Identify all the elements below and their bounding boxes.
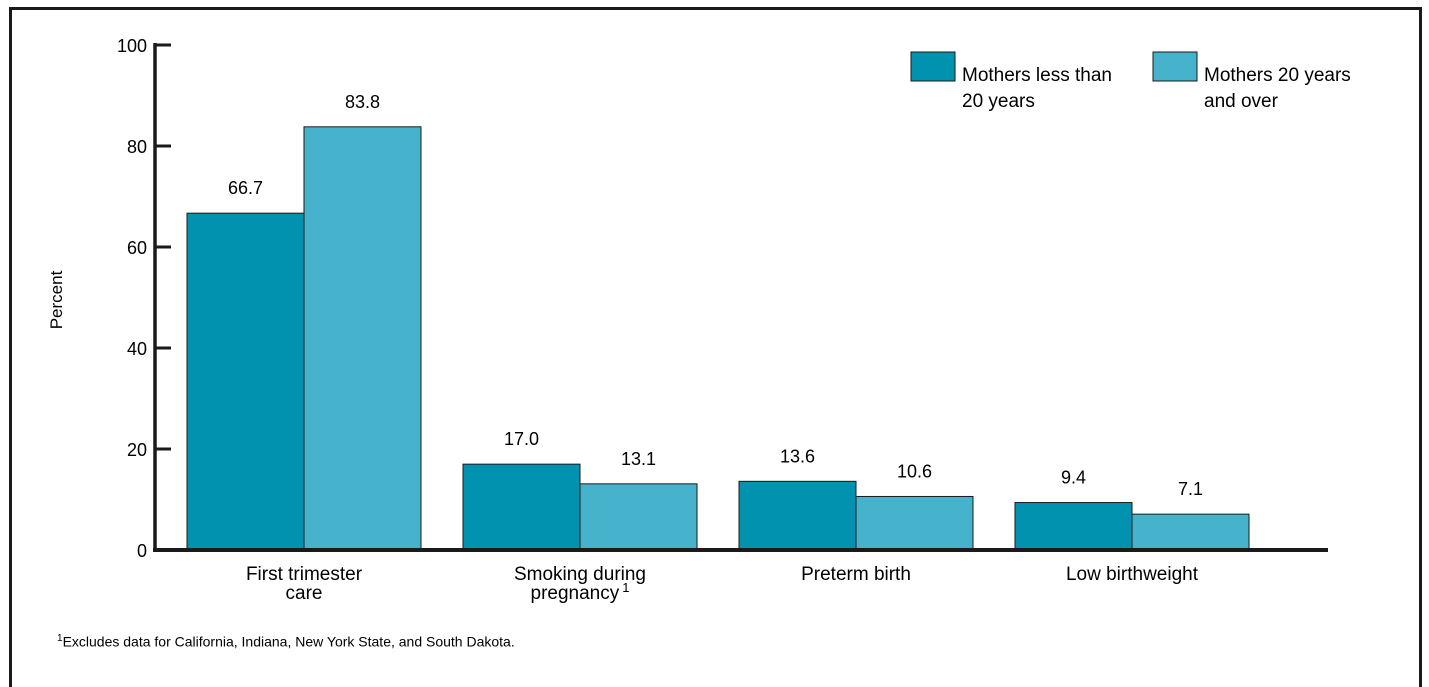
legend-swatch-20-and-over bbox=[1152, 51, 1198, 82]
category-label-1: Smoking during pregnancy 1 bbox=[514, 564, 646, 604]
data-label-under-20-1: 17.0 bbox=[504, 429, 539, 449]
bar-under-20-1 bbox=[462, 463, 581, 551]
bar-under-20-3 bbox=[1014, 502, 1133, 551]
data-label-20-and-over-3: 7.1 bbox=[1178, 479, 1203, 499]
data-label-20-and-over-0: 83.8 bbox=[345, 92, 380, 112]
data-label-20-and-over-1: 13.1 bbox=[621, 449, 656, 469]
data-label-under-20-2: 13.6 bbox=[780, 446, 815, 466]
data-label-under-20-0: 66.7 bbox=[228, 178, 263, 198]
legend-swatch-under-20 bbox=[910, 51, 956, 82]
chart-frame bbox=[9, 7, 1422, 687]
footnote-text: Excludes data for California, Indiana, N… bbox=[62, 633, 515, 650]
data-label-20-and-over-2: 10.6 bbox=[897, 461, 932, 481]
bar-under-20-0 bbox=[186, 212, 305, 551]
bar-20-and-over-3 bbox=[1131, 513, 1250, 551]
category-label-0: First trimester care bbox=[246, 564, 363, 604]
bar-20-and-over-2 bbox=[855, 495, 974, 551]
y-tick-label-60: 60 bbox=[127, 238, 147, 258]
category-label-3: Low birthweight bbox=[1066, 564, 1199, 585]
y-axis-title: Percent bbox=[47, 270, 66, 329]
y-tick-label-100: 100 bbox=[117, 36, 147, 56]
bar-under-20-2 bbox=[738, 480, 857, 551]
category-label-2: Preterm birth bbox=[801, 564, 911, 585]
footnote: 1Excludes data for California, Indiana, … bbox=[57, 633, 515, 650]
data-label-under-20-3: 9.4 bbox=[1061, 468, 1086, 488]
legend-label-under-20: Mothers less than 20 years bbox=[962, 65, 1112, 112]
y-tick-label-0: 0 bbox=[137, 541, 147, 561]
y-tick-label-40: 40 bbox=[127, 339, 147, 359]
bar-20-and-over-0 bbox=[303, 126, 422, 551]
y-tick-label-20: 20 bbox=[127, 440, 147, 460]
legend-label-20-and-over: Mothers 20 years and over bbox=[1204, 65, 1351, 112]
y-tick-label-80: 80 bbox=[127, 137, 147, 157]
bar-20-and-over-1 bbox=[579, 483, 698, 551]
footnote-marker: 1 bbox=[57, 633, 63, 644]
